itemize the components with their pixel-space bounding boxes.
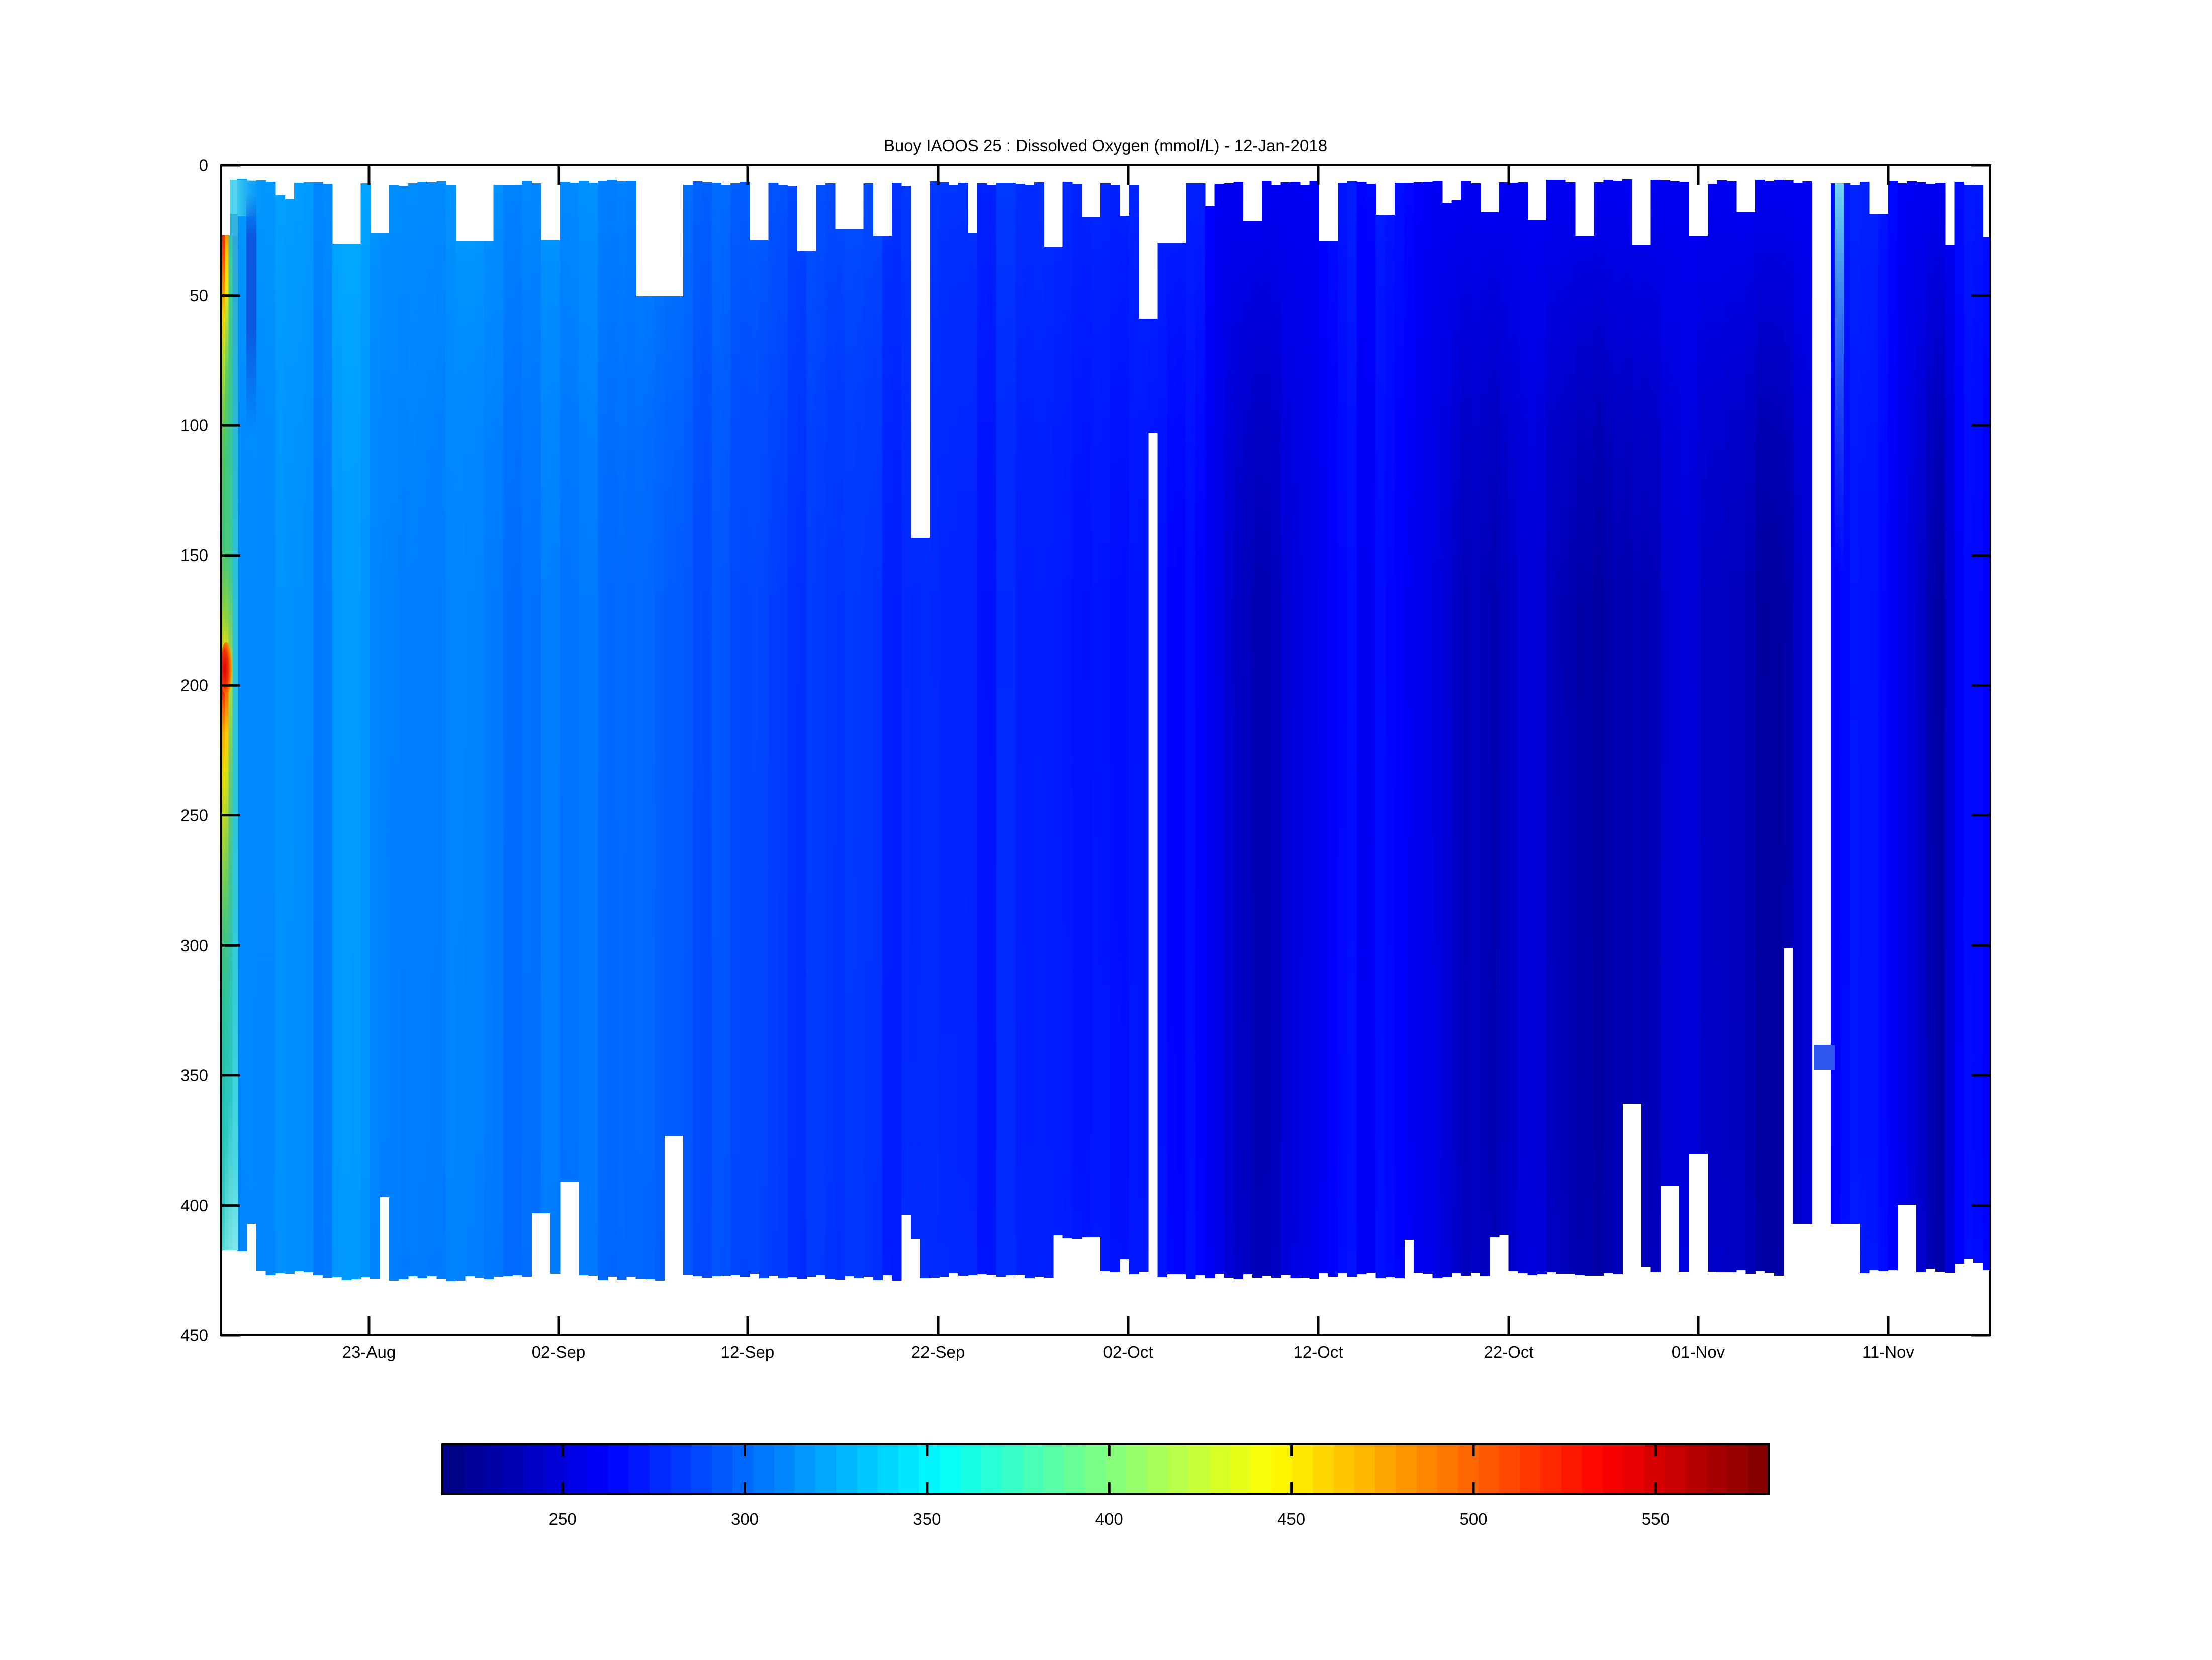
svg-text:400: 400 xyxy=(1095,1510,1123,1528)
svg-text:450: 450 xyxy=(1277,1510,1305,1528)
svg-text:250: 250 xyxy=(180,806,208,824)
svg-text:450: 450 xyxy=(180,1326,208,1345)
svg-text:200: 200 xyxy=(180,676,208,695)
svg-text:22-Oct: 22-Oct xyxy=(1484,1343,1533,1361)
svg-text:02-Sep: 02-Sep xyxy=(532,1343,585,1361)
svg-text:550: 550 xyxy=(1642,1510,1670,1528)
svg-text:12-Sep: 12-Sep xyxy=(721,1343,774,1361)
svg-text:Buoy IAOOS 25 : Dissolved Oxyg: Buoy IAOOS 25 : Dissolved Oxygen (mmol/L… xyxy=(884,136,1327,155)
svg-text:500: 500 xyxy=(1459,1510,1487,1528)
svg-text:0: 0 xyxy=(199,156,208,175)
svg-text:12-Oct: 12-Oct xyxy=(1293,1343,1343,1361)
svg-text:11-Nov: 11-Nov xyxy=(1862,1343,1914,1361)
svg-text:350: 350 xyxy=(913,1510,941,1528)
svg-text:150: 150 xyxy=(180,546,208,565)
svg-text:400: 400 xyxy=(180,1196,208,1215)
svg-text:02-Oct: 02-Oct xyxy=(1103,1343,1153,1361)
svg-text:350: 350 xyxy=(180,1066,208,1084)
svg-text:01-Nov: 01-Nov xyxy=(1672,1343,1725,1361)
svg-text:23-Aug: 23-Aug xyxy=(342,1343,396,1361)
svg-text:22-Sep: 22-Sep xyxy=(911,1343,965,1361)
svg-text:100: 100 xyxy=(180,416,208,435)
svg-text:300: 300 xyxy=(731,1510,759,1528)
svg-text:50: 50 xyxy=(190,286,208,305)
svg-text:250: 250 xyxy=(549,1510,577,1528)
svg-text:300: 300 xyxy=(180,936,208,955)
